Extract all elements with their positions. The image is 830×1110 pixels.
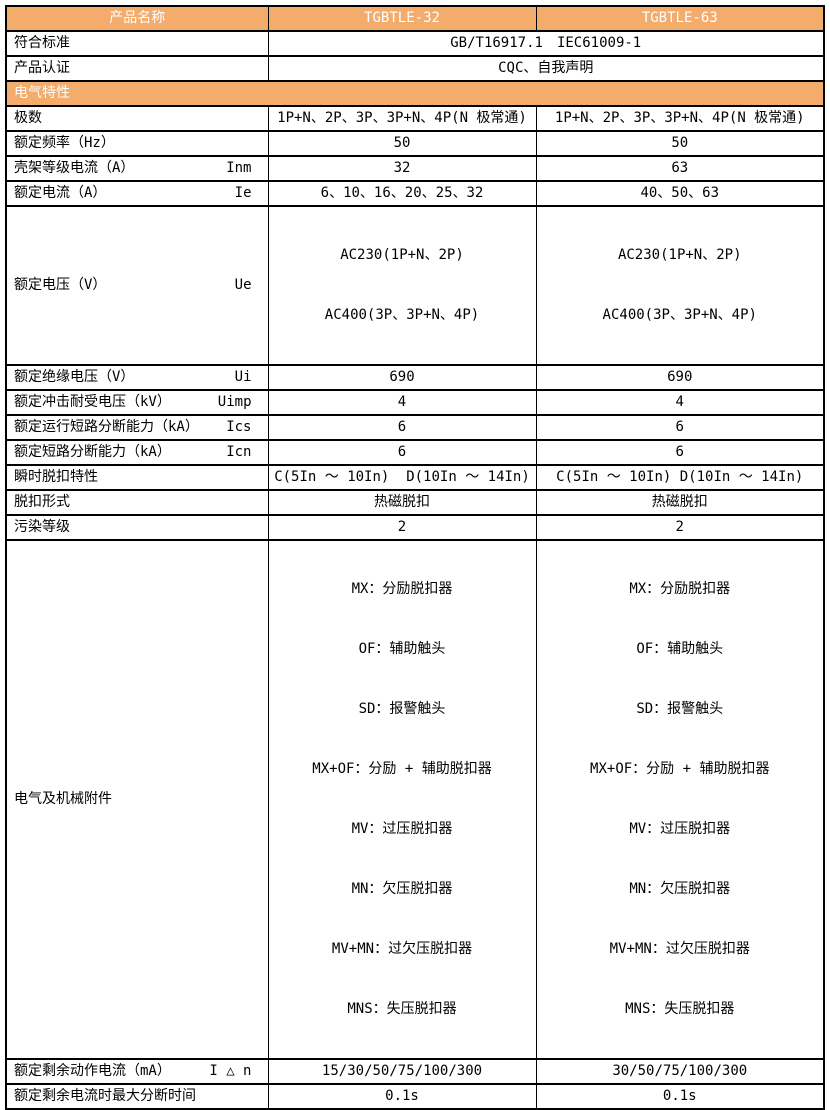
table-row: 脱扣形式 热磁脱扣 热磁脱扣 xyxy=(5,489,825,516)
spec-value-b: 1P+N、2P、3P、3P+N、4P(N 极常通) xyxy=(535,105,825,132)
table-row: 壳架等级电流（A） Inm 32 63 xyxy=(5,155,825,182)
spec-value-a: 6 xyxy=(267,414,537,441)
spec-value-a: MX：分励脱扣器 OF：辅助触头 SD：报警触头 MX+OF：分励 + 辅助脱扣… xyxy=(267,539,537,1060)
column-header-model-b: TGBTLE-63 xyxy=(535,5,825,32)
spec-table-container: 产品名称 TGBTLE-32 TGBTLE-63 符合标准 GB/T16917.… xyxy=(5,5,825,1110)
spec-value-b: MX：分励脱扣器 OF：辅助触头 SD：报警触头 MX+OF：分励 + 辅助脱扣… xyxy=(535,539,825,1060)
row-symbol: I △ n xyxy=(209,1062,252,1079)
column-header-model-a: TGBTLE-32 xyxy=(267,5,537,32)
table-row: 额定频率（Hz） 50 50 xyxy=(5,130,825,157)
table-row: 额定冲击耐受电压（kV） Uimp 4 4 xyxy=(5,389,825,416)
row-label: 污染等级 xyxy=(14,518,70,535)
spec-table: 产品名称 TGBTLE-32 TGBTLE-63 符合标准 GB/T16917.… xyxy=(5,5,825,1110)
spec-value-a: 4 xyxy=(267,389,537,416)
spec-value-b: 6 xyxy=(535,439,825,466)
row-label: 瞬时脱扣特性 xyxy=(14,468,98,485)
row-label: 极数 xyxy=(14,109,42,126)
table-row: 额定电流（A） Ie 6、10、16、20、25、32 40、50、63 xyxy=(5,180,825,207)
standard-value: GB/T16917.1 IEC61009-1 xyxy=(267,30,825,57)
table-row: 额定短路分断能力（kA） Icn 6 6 xyxy=(5,439,825,466)
table-row: 额定剩余电流时最大分断时间 0.1s 0.1s xyxy=(5,1083,825,1110)
spec-value-b: 690 xyxy=(535,364,825,391)
spec-value-a: 1P+N、2P、3P、3P+N、4P(N 极常通) xyxy=(267,105,537,132)
row-label: 额定电流（A） xyxy=(14,184,107,201)
table-row: 额定绝缘电压（V） Ui 690 690 xyxy=(5,364,825,391)
table-header-row: 产品名称 TGBTLE-32 TGBTLE-63 xyxy=(5,5,825,32)
spec-value-b: 0.1s xyxy=(535,1083,825,1110)
table-row-certification: 产品认证 CQC、自我声明 xyxy=(5,55,825,82)
spec-value-a: 50 xyxy=(267,130,537,157)
row-label: 壳架等级电流（A） xyxy=(14,159,135,176)
row-label: 脱扣形式 xyxy=(14,493,70,510)
spec-value-a: 0.1s xyxy=(267,1083,537,1110)
spec-value-b: 4 xyxy=(535,389,825,416)
table-row: 额定运行短路分断能力（kA） Ics 6 6 xyxy=(5,414,825,441)
spec-value-a: 热磁脱扣 xyxy=(267,489,537,516)
column-header-product-name: 产品名称 xyxy=(5,5,269,32)
row-symbol: Icn xyxy=(226,443,252,460)
spec-value-a: 6 xyxy=(267,439,537,466)
spec-value-a: 15/30/50/75/100/300 xyxy=(267,1058,537,1085)
spec-value-a: AC230(1P+N、2P) AC400(3P、3P+N、4P) xyxy=(267,205,537,366)
row-label: 额定运行短路分断能力（kA） xyxy=(14,418,199,435)
spec-value-b: 63 xyxy=(535,155,825,182)
table-row: 额定剩余动作电流（mA） I △ n 15/30/50/75/100/300 30… xyxy=(5,1058,825,1085)
certification-value: CQC、自我声明 xyxy=(267,55,825,82)
row-label: 额定绝缘电压（V） xyxy=(14,368,135,385)
spec-value-b: 热磁脱扣 xyxy=(535,489,825,516)
spec-value-b: 50 xyxy=(535,130,825,157)
spec-value-b: 40、50、63 xyxy=(535,180,825,207)
row-label: 额定电压（V） xyxy=(14,276,107,293)
table-row: 瞬时脱扣特性 C(5In ～ 10In) D(10In ～ 14In) C(5I… xyxy=(5,464,825,491)
row-label: 额定冲击耐受电压（kV） xyxy=(14,393,171,410)
spec-value-a: 2 xyxy=(267,514,537,541)
row-symbol: Ue xyxy=(234,276,252,293)
spec-value-b: C(5In ～ 10In) D(10In ～ 14In) xyxy=(535,464,825,491)
table-row: 额定电压（V） Ue AC230(1P+N、2P) AC400(3P、3P+N、4… xyxy=(5,205,825,366)
row-label: 额定短路分断能力（kA） xyxy=(14,443,171,460)
row-label: 符合标准 xyxy=(14,34,70,51)
section-title: 电气特性 xyxy=(5,80,825,107)
row-symbol: Ie xyxy=(234,184,252,201)
spec-value-a: 690 xyxy=(267,364,537,391)
table-row-accessories: 电气及机械附件 MX：分励脱扣器 OF：辅助触头 SD：报警触头 MX+OF：分… xyxy=(5,539,825,1060)
table-row: 极数 1P+N、2P、3P、3P+N、4P(N 极常通) 1P+N、2P、3P、… xyxy=(5,105,825,132)
row-symbol: Ics xyxy=(226,418,252,435)
row-label: 额定剩余动作电流（mA） xyxy=(14,1062,171,1079)
spec-value-a: 6、10、16、20、25、32 xyxy=(267,180,537,207)
row-label: 产品认证 xyxy=(14,59,70,76)
table-row-standard: 符合标准 GB/T16917.1 IEC61009-1 xyxy=(5,30,825,57)
spec-value-a: 32 xyxy=(267,155,537,182)
row-symbol: Uimp xyxy=(217,393,252,410)
spec-value-b: 30/50/75/100/300 xyxy=(535,1058,825,1085)
spec-value-b: 2 xyxy=(535,514,825,541)
row-symbol: Inm xyxy=(226,159,252,176)
row-symbol: Ui xyxy=(234,368,252,385)
spec-value-b: 6 xyxy=(535,414,825,441)
section-header-electrical: 电气特性 xyxy=(5,80,825,107)
row-label: 额定频率（Hz） xyxy=(14,134,115,151)
row-label: 电气及机械附件 xyxy=(14,790,112,807)
row-label: 额定剩余电流时最大分断时间 xyxy=(14,1087,196,1104)
spec-value-b: AC230(1P+N、2P) AC400(3P、3P+N、4P) xyxy=(535,205,825,366)
table-row: 污染等级 2 2 xyxy=(5,514,825,541)
spec-value-a: C(5In ～ 10In) D(10In ～ 14In) xyxy=(267,464,537,491)
